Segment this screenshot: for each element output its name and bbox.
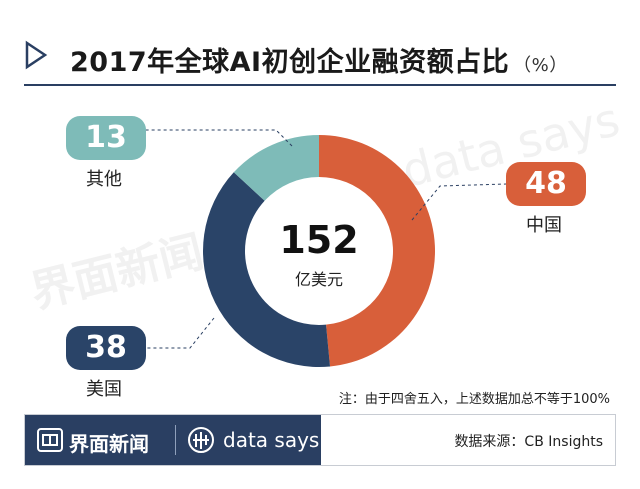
leader-lines [146,129,507,349]
chart-title: 2017年全球AI初创企业融资额占比 （%） [70,40,568,79]
label-usa: 美国 [86,379,122,400]
value-badge-other: 13 [66,116,146,160]
footer-separator [175,425,176,455]
leader-line-other [146,129,293,147]
label-china: 中国 [526,215,562,236]
data-says-logo-icon [188,427,214,453]
leader-line-usa [146,317,215,349]
chart-title-text: 2017年全球AI初创企业融资额占比 [70,47,510,78]
play-triangle-icon [25,40,48,70]
total-value: 152 [279,218,359,262]
chart-title-unit: （%） [513,55,568,76]
footer-data-says: data says [223,428,320,452]
jiemian-logo-icon [37,428,63,452]
leader-line-china [411,183,507,221]
donut-slice-2 [233,135,319,201]
label-other: 其他 [86,169,122,190]
rounding-note: 注：由于四舍五入，上述数据加总不等于100% [338,392,610,407]
data-source: 数据来源：CB Insights [454,434,603,450]
footer-bar: 界面新闻 data says 数据来源：CB Insights [24,414,616,466]
value-badge-china: 48 [506,162,586,206]
title-divider [24,84,616,86]
total-unit: 亿美元 [294,270,343,289]
footer-brand-name: 界面新闻 [69,432,149,456]
donut-slices [203,135,435,367]
donut-slice-0 [319,135,435,367]
donut-slice-1 [203,172,331,367]
footer-brand-band: 界面新闻 data says [25,415,321,465]
value-badge-usa: 38 [66,326,146,370]
